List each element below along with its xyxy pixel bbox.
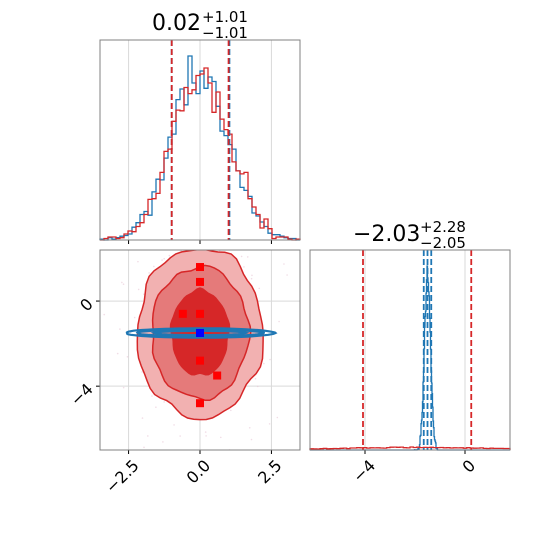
scatter-point	[186, 233, 188, 235]
scatter-point	[278, 320, 280, 323]
scatter-point	[155, 406, 157, 409]
scatter-point	[163, 401, 165, 403]
scatter-point	[269, 358, 271, 361]
scatter-point	[301, 340, 303, 342]
blue-contour-level-2	[125, 327, 278, 339]
scatter-point	[209, 233, 211, 235]
scatter-point	[103, 313, 106, 316]
title-param2-plus: +2.28	[420, 218, 466, 236]
scatter-point	[121, 281, 123, 284]
red-density-mark-1	[196, 356, 204, 365]
scatter-point	[137, 288, 140, 291]
scatter-point	[250, 277, 253, 280]
scatter-point	[235, 461, 237, 463]
title-param2-minus: −2.05	[420, 234, 466, 252]
scatter-point	[205, 224, 207, 226]
scatter-point	[141, 371, 143, 373]
scatter-point	[243, 266, 245, 268]
title-param2-median: −2.03	[353, 222, 420, 247]
scatter-point	[263, 362, 265, 365]
scatter-point	[240, 255, 243, 258]
scatter-point	[251, 274, 253, 277]
hist-param2-frame	[309, 249, 511, 451]
scatter-point	[230, 409, 232, 412]
scatter-point	[126, 355, 129, 358]
scatter-point	[137, 260, 139, 263]
scatter-point	[256, 385, 259, 388]
x-tick-label-2: 2.5	[254, 456, 285, 487]
scatter-point	[133, 316, 136, 319]
scatter-point	[163, 257, 166, 260]
title-param1-median: 0.02	[152, 11, 201, 36]
scatter-point	[203, 157, 205, 159]
hist-series-1	[309, 446, 511, 450]
contour-layer	[100, 157, 309, 513]
scatter-point	[195, 242, 197, 244]
scatter-point	[246, 256, 249, 258]
scatter-point	[148, 272, 150, 274]
scatter-point	[258, 287, 261, 290]
scatter-point	[254, 377, 257, 380]
scatter-point	[219, 436, 222, 439]
scatter-point	[307, 350, 309, 352]
scatter-point	[116, 352, 119, 355]
red-density-mark-2	[178, 309, 187, 318]
title-param1-plus: +1.01	[202, 8, 248, 26]
scatter-point	[168, 254, 171, 257]
blue-contour-level-1	[135, 328, 266, 338]
x-tick-label-0: −2.5	[102, 456, 143, 497]
y-tick-label-0: 0	[76, 294, 97, 315]
red-density-mark-0	[196, 309, 204, 318]
hist-series-1	[100, 67, 301, 241]
scatter-point	[250, 438, 253, 441]
scatter-point	[141, 417, 144, 419]
hist-param1-frame	[99, 39, 301, 241]
scatter-point	[205, 435, 207, 437]
contour-frame	[99, 249, 301, 451]
title-param1-minus: −1.01	[202, 24, 248, 42]
red-density-mark-4	[196, 399, 204, 408]
scatter-point	[204, 431, 207, 433]
scatter-point	[122, 283, 125, 286]
scatter-point	[143, 446, 145, 449]
scatter-point	[149, 459, 151, 461]
scatter-point	[268, 423, 271, 425]
scatter-point	[179, 435, 181, 437]
histogram-param2-panel: −4 0	[309, 249, 511, 486]
title-param2: −2.03 +2.28 −2.05	[353, 218, 466, 252]
scatter-point	[151, 395, 153, 397]
scatter-point	[208, 234, 210, 236]
blue-contour-level-0	[150, 329, 250, 337]
scatter-point	[220, 511, 222, 513]
x-tick-label-1: 0.0	[183, 456, 214, 487]
blue-density-mark	[196, 328, 204, 337]
red-density-mark-3	[213, 371, 222, 380]
scatter-point	[242, 198, 244, 200]
y-tick-label-1: −4	[67, 380, 97, 410]
hist-series-0	[310, 265, 510, 451]
scatter-point	[147, 435, 149, 437]
scatter-point	[246, 242, 248, 244]
scatter-point	[195, 231, 197, 233]
scatter-point	[173, 424, 175, 426]
scatter-point	[276, 416, 279, 419]
x-tick-label-0: −4	[349, 456, 379, 486]
scatter-point	[248, 426, 251, 429]
histogram-param1-panel	[99, 39, 301, 244]
scatter-point	[162, 441, 164, 443]
scatter-point	[161, 259, 163, 261]
scatter-point	[283, 263, 285, 265]
red-density-mark-6	[196, 263, 204, 272]
scatter-point	[286, 274, 288, 276]
scatter-point	[179, 247, 181, 249]
scatter-point	[189, 222, 191, 224]
scatter-point	[153, 265, 155, 268]
scatter-point	[122, 386, 125, 389]
x-tick-label-1: 0	[459, 456, 480, 477]
scatter-point	[224, 206, 226, 208]
title-param1: 0.02 +1.01 −1.01	[152, 8, 248, 42]
scatter-point	[119, 328, 121, 330]
red-density-mark-5	[196, 277, 204, 286]
